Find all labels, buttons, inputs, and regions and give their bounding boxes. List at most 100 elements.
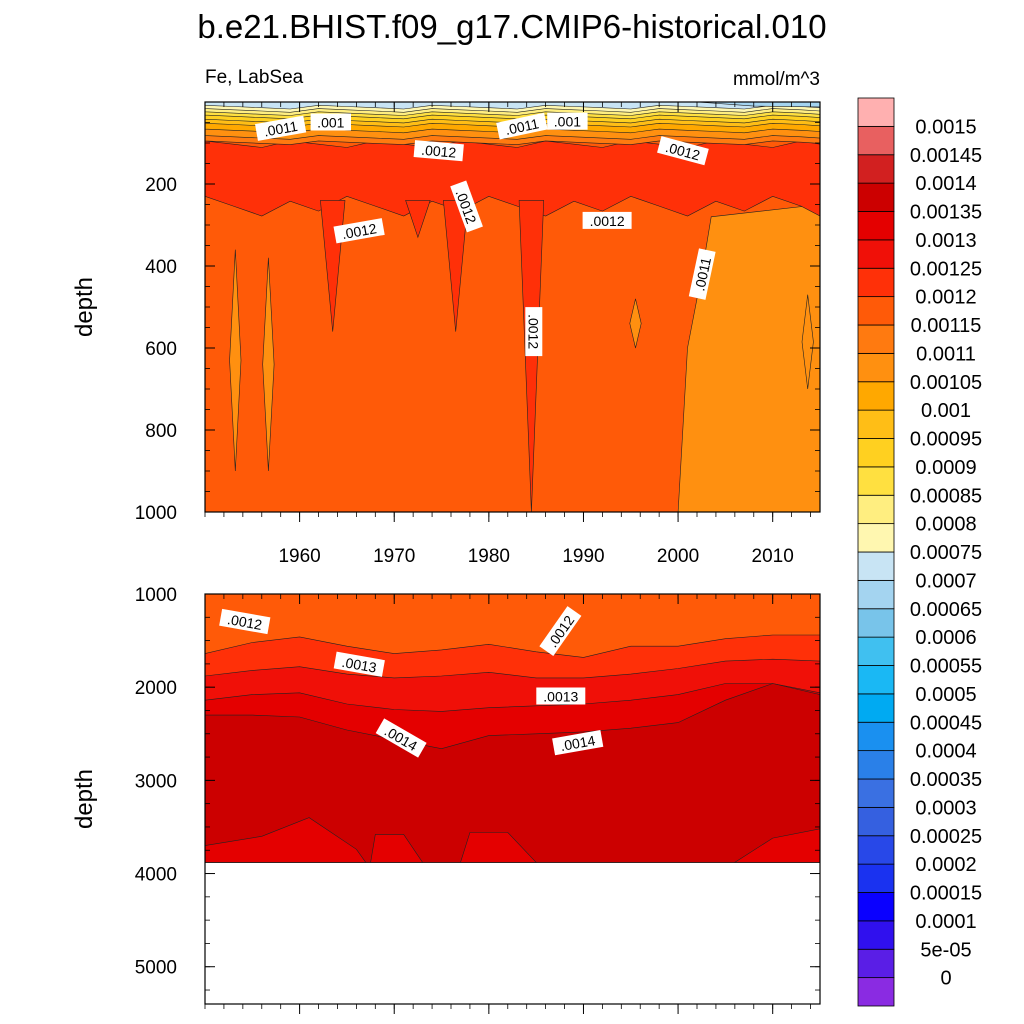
contour-region bbox=[801, 294, 814, 390]
colorbar-box bbox=[857, 778, 895, 808]
colorbar-box bbox=[857, 806, 895, 837]
contour-label-text: .001 bbox=[554, 114, 581, 130]
contour-region bbox=[629, 298, 642, 349]
colorbar-tick-label: 0.0011 bbox=[916, 343, 976, 365]
upper-depth-panel: 200 400 600 800 1000 1960 1970 1980 1990 2000 2010… bbox=[71, 101, 821, 567]
colorbar-box bbox=[857, 466, 895, 496]
colorbar-box bbox=[857, 608, 895, 638]
contour-label-text: .0013 bbox=[543, 689, 578, 705]
contour-region bbox=[205, 683, 820, 863]
contour-label-text: .0011 bbox=[691, 256, 714, 293]
contour-label: .0013 bbox=[333, 651, 385, 677]
contour-label-text: .0014 bbox=[559, 732, 596, 754]
contour-label: .0012 bbox=[413, 140, 464, 162]
contour-label-text: .0011 bbox=[263, 118, 299, 140]
colorbar-box bbox=[857, 324, 895, 354]
contour-label-text: .0012 bbox=[421, 142, 458, 161]
contour-label-text: .0012 bbox=[525, 314, 541, 349]
colorbar-tick-label: 0 bbox=[940, 968, 951, 990]
colorbar-box bbox=[857, 636, 895, 666]
colorbar-tick-label: 5e-05 bbox=[920, 939, 971, 961]
colorbar-tick-label: 0.00015 bbox=[910, 883, 982, 905]
colorbar-tick-label: 0.001 bbox=[921, 400, 971, 422]
y-tick-label: 2000 bbox=[135, 678, 177, 699]
colorbar-box bbox=[857, 863, 895, 893]
y-tick-label: 800 bbox=[145, 421, 177, 442]
colorbar-tick-label: 0.0013 bbox=[915, 230, 976, 252]
x-tick-label: 1970 bbox=[373, 546, 415, 567]
colorbar-box bbox=[857, 665, 895, 695]
colorbar-box bbox=[857, 125, 895, 156]
colorbar-tick-label: 0.00085 bbox=[910, 485, 982, 507]
contour-label: .0012 bbox=[582, 211, 632, 229]
colorbar-tick-label: 0.0001 bbox=[915, 911, 976, 933]
colorbar-tick-label: 0.0012 bbox=[915, 287, 976, 309]
x-tick-label: 1980 bbox=[468, 546, 510, 567]
colorbar-box bbox=[857, 551, 895, 581]
colorbar-tick-label: 0.00055 bbox=[910, 656, 982, 678]
contour-region bbox=[518, 200, 545, 512]
contour-region bbox=[262, 257, 275, 472]
contour-fill bbox=[205, 594, 820, 863]
contour-label: .0013 bbox=[536, 687, 586, 705]
y-tick-label: 1000 bbox=[135, 503, 177, 524]
colorbar-box bbox=[857, 182, 895, 212]
colorbar-box bbox=[857, 352, 895, 383]
y-tick-label: 3000 bbox=[135, 771, 177, 792]
colorbar-box bbox=[857, 381, 895, 411]
contour-label-box bbox=[255, 115, 307, 141]
contour-label: .0011 bbox=[496, 112, 548, 140]
contour-label-text: .0012 bbox=[341, 220, 378, 242]
contour-label: .0011 bbox=[255, 115, 307, 141]
contour-label-box bbox=[375, 718, 427, 758]
contour-region bbox=[370, 834, 424, 863]
colorbar-tick-label: 0.00035 bbox=[910, 769, 982, 791]
colorbar-tick-label: 0.00045 bbox=[910, 712, 982, 734]
contour-label-text: .0012 bbox=[590, 213, 625, 229]
contour-label-box bbox=[539, 606, 582, 656]
colorbar-tick-label: 0.00125 bbox=[910, 258, 982, 280]
contour-label: .0014 bbox=[552, 729, 604, 756]
x-tick-label: 2000 bbox=[657, 546, 699, 567]
x-tick-label: 1990 bbox=[562, 546, 604, 567]
colorbar-box bbox=[857, 239, 895, 269]
colorbar-box bbox=[857, 211, 895, 241]
contour-label-box bbox=[552, 729, 604, 756]
colorbar-box bbox=[857, 494, 895, 525]
colorbar-box bbox=[857, 267, 895, 298]
contour-label-box bbox=[657, 136, 709, 166]
contour-label-box bbox=[582, 211, 632, 229]
colorbar-tick-label: 0.0007 bbox=[915, 570, 976, 592]
variable-region-label: Fe, LabSea bbox=[205, 67, 304, 88]
contour-label: .0012 bbox=[333, 218, 385, 244]
colorbar-tick-label: 0.00025 bbox=[910, 826, 982, 848]
colorbar-box bbox=[857, 750, 895, 780]
colorbar-box bbox=[857, 438, 895, 468]
chart-title: b.e21.BHIST.f09_g17.CMIP6-historical.010 bbox=[197, 8, 826, 45]
contour-label-box bbox=[525, 307, 543, 357]
colorbar-tick-label: 0.0004 bbox=[915, 741, 976, 763]
contour-label-box bbox=[688, 248, 716, 300]
contour-label-box bbox=[333, 651, 385, 677]
contour-label-box bbox=[219, 608, 271, 635]
contour-fill bbox=[205, 102, 820, 512]
contour-label: .001 bbox=[547, 112, 588, 130]
lower-depth-panel: 10002000300040005000depth.0012.0013.0012… bbox=[71, 585, 821, 1014]
contour-region bbox=[405, 200, 431, 239]
contour-label: .001 bbox=[310, 113, 351, 131]
y-axis-label: depth bbox=[71, 277, 98, 337]
colorbar-tick-label: 0.00135 bbox=[910, 202, 982, 224]
colorbar-tick-label: 0.0005 bbox=[915, 684, 976, 706]
contour-label-box bbox=[413, 140, 464, 162]
contour-label: .0012 bbox=[525, 307, 543, 357]
colorbar-box bbox=[857, 579, 895, 610]
y-axis-label: depth bbox=[71, 769, 98, 829]
colorbar-tick-label: 0.0009 bbox=[915, 457, 976, 479]
colorbar-tick-label: 0.0008 bbox=[915, 514, 976, 536]
contour-label-text: .0013 bbox=[341, 654, 378, 676]
x-tick-label: 2010 bbox=[752, 546, 794, 567]
y-tick-label: 600 bbox=[145, 339, 177, 360]
colorbar-box bbox=[857, 409, 895, 439]
contour-label-box bbox=[450, 180, 483, 233]
